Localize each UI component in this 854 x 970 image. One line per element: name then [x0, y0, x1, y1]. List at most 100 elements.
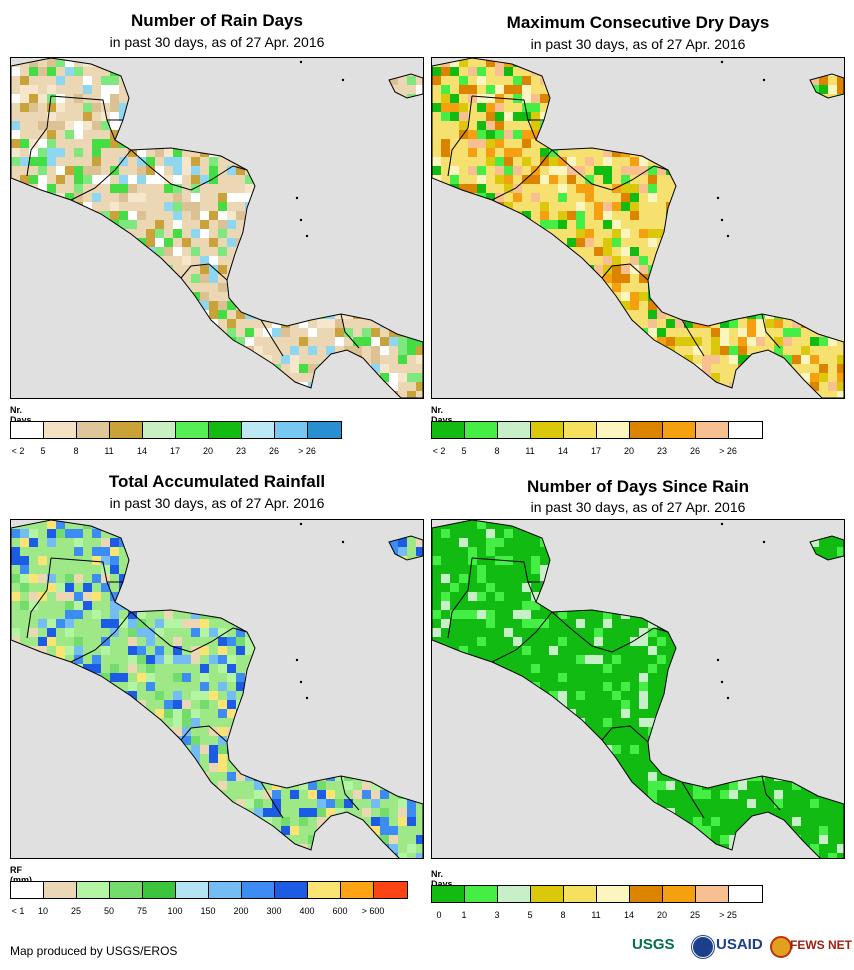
legend-swatch — [143, 422, 176, 438]
legend-swatch — [630, 422, 663, 438]
legend-swatch — [44, 422, 77, 438]
panel-subtitle: in past 30 days, as of 27 Apr. 2016 — [530, 36, 746, 52]
legend-tick-label: 50 — [103, 906, 115, 916]
legend-swatch — [242, 882, 275, 898]
map-svg — [11, 58, 423, 398]
legend-tick-label: 23 — [656, 446, 668, 456]
coastline — [432, 58, 844, 398]
coastline — [432, 520, 844, 858]
legend-tick-label: 20 — [656, 910, 668, 920]
legend-title: RF (mm) — [10, 865, 32, 885]
fews-seal-icon — [770, 936, 792, 958]
legend-swatch — [341, 882, 374, 898]
legend-tick-label: 17 — [590, 446, 602, 456]
country-border — [130, 611, 248, 653]
legend-swatch — [729, 422, 762, 438]
legend-swatch — [44, 882, 77, 898]
legend-swatch — [308, 882, 341, 898]
legend-tick-label: < 2 — [432, 446, 446, 456]
legend-swatch — [465, 886, 498, 902]
legend-colorbar — [10, 421, 342, 439]
legend-title: Nr. Days — [10, 405, 32, 425]
country-border — [761, 775, 781, 811]
legend-swatch — [465, 422, 498, 438]
legend-tick-label: 8 — [560, 910, 566, 920]
legend-swatch — [176, 882, 209, 898]
country-border — [601, 263, 649, 281]
legend-ticks: < 2 5 8 11 14 17 20 23 26 > 26 — [10, 446, 340, 458]
legend-tick-label: 300 — [266, 906, 282, 916]
island — [295, 196, 299, 200]
panel-title: Number of Rain Days — [131, 11, 303, 30]
legend-tick-label: < 1 — [11, 906, 25, 916]
legend-tick-label: 20 — [623, 446, 635, 456]
legend-tick-label: 14 — [136, 446, 148, 456]
legend-swatch — [630, 886, 663, 902]
legend-swatch — [696, 886, 729, 902]
legend-tick-label: 26 — [268, 446, 280, 456]
country-border — [50, 95, 116, 141]
legend-ticks: < 1 10 25 50 75 100 150 200 300 400 600 > 600 — [10, 906, 406, 918]
country-border — [50, 557, 116, 603]
country-border — [130, 149, 248, 191]
legend-tick-label: 20 — [202, 446, 214, 456]
legend-tick-label: 75 — [136, 906, 148, 916]
country-border — [447, 95, 473, 177]
map-svg — [432, 58, 844, 398]
island — [716, 658, 720, 662]
country-border — [180, 725, 228, 743]
legend-swatch — [564, 886, 597, 902]
legend-swatch — [209, 882, 242, 898]
country-border — [26, 557, 52, 639]
legend-swatch — [597, 422, 630, 438]
legend-swatch — [176, 422, 209, 438]
island — [762, 540, 766, 544]
legend-tick-label: 150 — [200, 906, 216, 916]
island — [299, 218, 303, 222]
legend-swatch — [11, 882, 44, 898]
coastline — [809, 73, 844, 99]
panel-subtitle: in past 30 days, as of 27 Apr. 2016 — [109, 495, 325, 511]
country-border — [551, 149, 669, 191]
legend-swatch — [374, 882, 407, 898]
country-border — [70, 611, 132, 663]
island — [305, 696, 309, 700]
panel-title: Total Accumulated Rainfall — [108, 472, 326, 491]
country-border — [260, 781, 284, 819]
legend-title: Nr. Days — [431, 405, 453, 425]
legend-tick-label: < 2 — [11, 446, 25, 456]
legend-colorbar — [431, 421, 763, 439]
legend-colorbar — [10, 881, 408, 899]
country-border — [491, 611, 553, 663]
usgs-logo-text: USGS — [632, 936, 675, 953]
island — [299, 522, 303, 526]
coastline — [11, 58, 423, 398]
country-border — [681, 781, 705, 819]
legend-swatch — [531, 422, 564, 438]
country-border — [70, 149, 132, 201]
legend-tick-label: 26 — [689, 446, 701, 456]
country-border — [551, 611, 669, 653]
legend-swatch — [498, 422, 531, 438]
legend-swatch — [143, 882, 176, 898]
legend-ticks: < 2 5 8 11 14 17 20 23 26 > 26 — [431, 446, 761, 458]
map-days-since-rain — [431, 519, 845, 859]
coastline — [388, 535, 423, 561]
legend-tick-label: 8 — [73, 446, 79, 456]
legend-swatch — [11, 422, 44, 438]
fews-logo: FEWS NET — [790, 938, 852, 952]
legend-tick-label: 3 — [494, 910, 500, 920]
map-svg — [432, 520, 844, 858]
legend-tick-label: 10 — [37, 906, 49, 916]
legend-swatch — [432, 422, 465, 438]
legend-swatch — [663, 886, 696, 902]
fews-logo-text: FEWS NET — [790, 938, 852, 952]
island — [720, 680, 724, 684]
legend-tick-label: 1 — [461, 910, 467, 920]
island — [295, 658, 299, 662]
island — [720, 60, 724, 64]
legend-tick-label: 25 — [70, 906, 82, 916]
legend-swatch — [275, 882, 308, 898]
legend-tick-label: 200 — [233, 906, 249, 916]
legend-tick-label: 25 — [689, 910, 701, 920]
